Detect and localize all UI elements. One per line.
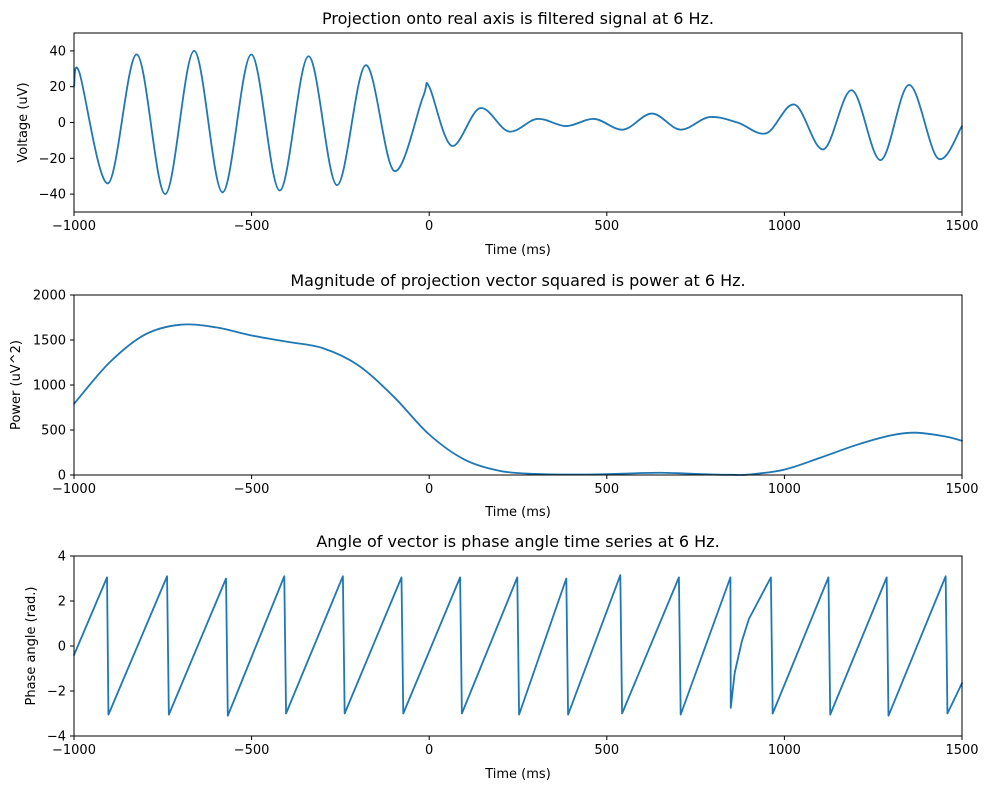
voltage-x-axis-label: Time (ms) xyxy=(484,243,551,258)
voltage-panel: Projection onto real axis is filtered si… xyxy=(16,9,979,258)
power-x-axis-label: Time (ms) xyxy=(484,505,551,520)
phase-axes-frame xyxy=(73,555,963,737)
phase-y-axis-label: Phase angle (rad.) xyxy=(24,587,39,706)
phase-y-tick-label: −4 xyxy=(47,730,66,745)
power-y-tick-label: 1000 xyxy=(33,379,66,394)
voltage-x-tick-label: 0 xyxy=(425,219,433,234)
phase-y-tick-label: 0 xyxy=(58,640,66,655)
phase-x-tick-label: 1000 xyxy=(768,743,801,758)
voltage-y-tick-label: 20 xyxy=(49,80,66,95)
voltage-x-tick-label: 1000 xyxy=(768,219,801,234)
phase-x-tick-label: 1500 xyxy=(945,743,978,758)
phase-chart-title: Angle of vector is phase angle time seri… xyxy=(316,532,719,551)
power-x-tick-label: 1000 xyxy=(768,482,801,497)
voltage-plot-area xyxy=(73,49,963,196)
phase-x-tick-label: 0 xyxy=(425,743,433,758)
phase-series-line xyxy=(73,574,963,717)
power-x-tick-label: 500 xyxy=(594,482,619,497)
power-x-tick-label: 1500 xyxy=(945,482,978,497)
phase-panel: Angle of vector is phase angle time seri… xyxy=(24,532,979,782)
phase-x-tick-label: −500 xyxy=(234,743,270,758)
power-y-tick-label: 500 xyxy=(41,424,66,439)
phase-ticks: −1000 −500 0 500 1000 1500 −4 −2 0 2 4 xyxy=(47,550,979,759)
voltage-y-tick-label: 0 xyxy=(58,116,66,131)
phase-x-tick-label: −1000 xyxy=(52,743,96,758)
voltage-y-tick-label: −40 xyxy=(39,188,66,203)
power-x-tick-label: −1000 xyxy=(52,482,96,497)
phase-x-tick-label: 500 xyxy=(594,743,619,758)
voltage-y-tick-label: 40 xyxy=(49,44,66,59)
power-y-axis-label: Power (uV^2) xyxy=(9,340,24,430)
voltage-chart-title: Projection onto real axis is filtered si… xyxy=(322,9,714,28)
voltage-series-line xyxy=(73,49,963,196)
phase-y-tick-label: 2 xyxy=(58,595,66,610)
voltage-x-tick-label: −500 xyxy=(234,219,270,234)
phase-x-axis-label: Time (ms) xyxy=(484,767,551,782)
power-chart-title: Magnitude of projection vector squared i… xyxy=(290,271,745,290)
phase-y-tick-label: 4 xyxy=(58,550,66,565)
power-panel: Magnitude of projection vector squared i… xyxy=(9,271,979,520)
power-axes-frame xyxy=(73,294,963,476)
power-y-tick-label: 0 xyxy=(58,469,66,484)
power-y-tick-label: 1500 xyxy=(33,334,66,349)
voltage-x-tick-label: 500 xyxy=(594,219,619,234)
voltage-x-tick-label: 1500 xyxy=(945,219,978,234)
power-x-tick-label: −500 xyxy=(234,482,270,497)
power-y-tick-label: 2000 xyxy=(33,289,66,304)
phase-plot-area xyxy=(73,574,963,717)
voltage-y-axis-label: Voltage (uV) xyxy=(16,82,31,162)
power-x-tick-label: 0 xyxy=(425,482,433,497)
voltage-y-tick-label: −20 xyxy=(39,152,66,167)
voltage-axes-frame xyxy=(73,32,963,213)
phase-y-tick-label: −2 xyxy=(47,685,66,700)
voltage-ticks: −1000 −500 0 500 1000 1500 −40 −20 0 20 40 xyxy=(39,44,979,234)
voltage-x-tick-label: −1000 xyxy=(52,219,96,234)
power-ticks: −1000 −500 0 500 1000 1500 0 500 1000 1500 2000 xyxy=(33,289,979,498)
